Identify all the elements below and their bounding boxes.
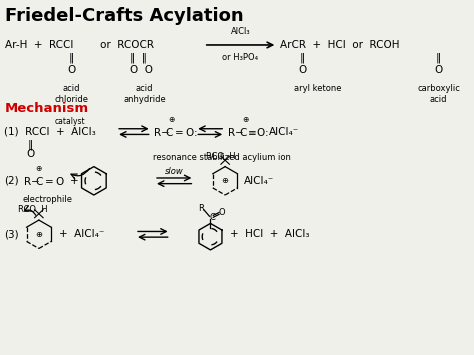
Text: O: O bbox=[434, 65, 443, 75]
Text: ‖: ‖ bbox=[436, 53, 441, 64]
Text: resonance stabilized acylium ion: resonance stabilized acylium ion bbox=[153, 153, 291, 162]
Text: C: C bbox=[210, 213, 215, 222]
Text: or  RCOCR: or RCOCR bbox=[100, 40, 154, 50]
Text: O: O bbox=[26, 149, 35, 159]
Text: ⊕: ⊕ bbox=[222, 176, 228, 185]
Text: R$-\!\!$C$\!\equiv\!$O:: R$-\!\!$C$\!\equiv\!$O: bbox=[227, 126, 269, 138]
Text: +  HCl  +  AlCl₃: + HCl + AlCl₃ bbox=[230, 229, 310, 239]
Text: Friedel-Crafts Acylation: Friedel-Crafts Acylation bbox=[5, 7, 243, 25]
Text: R: R bbox=[198, 204, 204, 213]
Text: slow: slow bbox=[164, 167, 183, 176]
Text: ⊕: ⊕ bbox=[36, 230, 42, 239]
Text: ArCR  +  HCl  or  RCOH: ArCR + HCl or RCOH bbox=[280, 40, 399, 50]
Text: +  AlCl₄⁻: + AlCl₄⁻ bbox=[59, 229, 105, 239]
Text: RCO  H: RCO H bbox=[18, 205, 47, 214]
Text: (3): (3) bbox=[4, 229, 18, 239]
Text: +: + bbox=[70, 176, 79, 186]
Text: electrophile: electrophile bbox=[23, 195, 73, 204]
Text: AlCl₃: AlCl₃ bbox=[230, 27, 250, 37]
Text: carboxylic
acid: carboxylic acid bbox=[417, 84, 460, 104]
Text: (2): (2) bbox=[4, 176, 18, 186]
Text: aryl ketone: aryl ketone bbox=[294, 84, 341, 93]
Text: AlCl₄⁻: AlCl₄⁻ bbox=[244, 176, 274, 186]
Text: Mechanism: Mechanism bbox=[5, 102, 89, 115]
Text: acid
chloride: acid chloride bbox=[54, 84, 88, 104]
Text: R$-\!\!$C$=$O: R$-\!\!$C$=$O bbox=[23, 175, 65, 187]
Text: ‖: ‖ bbox=[300, 53, 305, 64]
Text: ‖: ‖ bbox=[27, 140, 33, 150]
Text: ‖: ‖ bbox=[68, 53, 74, 64]
Text: R$-\!\!$C$=$O:: R$-\!\!$C$=$O: bbox=[153, 126, 198, 138]
Text: or H₃PO₄: or H₃PO₄ bbox=[222, 54, 258, 62]
Text: Ar-H  +  RCCl: Ar-H + RCCl bbox=[5, 40, 73, 50]
Text: ‖  ‖: ‖ ‖ bbox=[130, 53, 147, 64]
Text: ⊕: ⊕ bbox=[36, 164, 42, 174]
Text: ⊕: ⊕ bbox=[242, 115, 249, 124]
Text: acid
anhydride: acid anhydride bbox=[123, 84, 166, 104]
Text: RCO  H: RCO H bbox=[206, 152, 236, 161]
Text: O: O bbox=[67, 65, 75, 75]
Text: O: O bbox=[219, 208, 226, 217]
Text: ⊕: ⊕ bbox=[168, 115, 175, 124]
Text: O: O bbox=[298, 65, 307, 75]
Text: catalyst: catalyst bbox=[55, 117, 85, 126]
Text: (1)  RCCl  +  AlCl₃: (1) RCCl + AlCl₃ bbox=[4, 127, 96, 137]
Text: AlCl₄⁻: AlCl₄⁻ bbox=[269, 127, 300, 137]
Text: O  O: O O bbox=[130, 65, 154, 75]
